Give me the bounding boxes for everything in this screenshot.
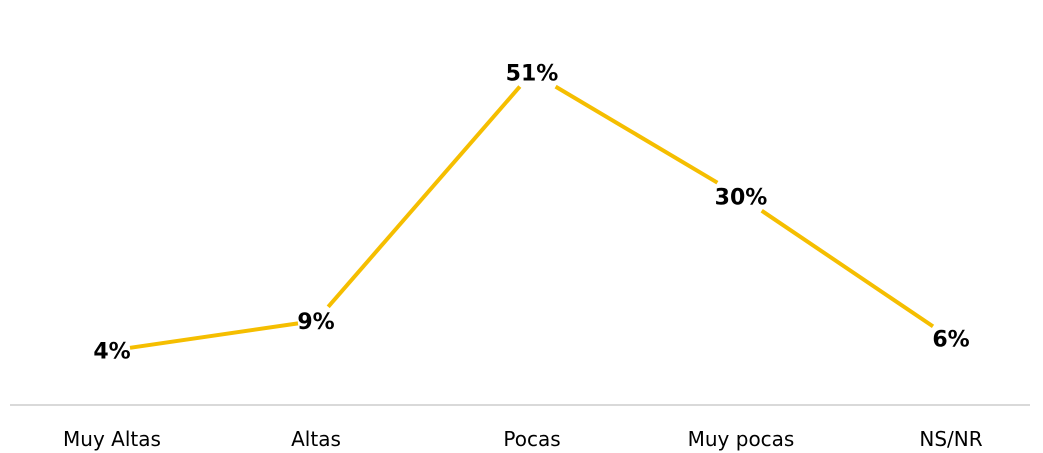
series-layer bbox=[129, 84, 935, 350]
x-tick-label: NS/NR bbox=[919, 427, 982, 451]
x-tick-label: Muy pocas bbox=[688, 427, 795, 451]
x-tick-label: Muy Altas bbox=[63, 427, 161, 451]
data-label-layer: 4% 9% 51% 30% 6% bbox=[93, 62, 969, 365]
series-line-segment bbox=[554, 84, 719, 185]
series-line-segment bbox=[760, 209, 935, 329]
x-tick-label: Altas bbox=[291, 427, 341, 451]
series-line-segment bbox=[326, 85, 522, 309]
data-label: 4% bbox=[93, 339, 130, 364]
x-tick-label: Pocas bbox=[503, 427, 560, 451]
data-label: 6% bbox=[932, 328, 969, 353]
data-label: 51% bbox=[506, 62, 559, 87]
series-line-segment bbox=[129, 321, 299, 350]
data-label: 30% bbox=[715, 186, 768, 211]
category-label-layer: Muy Altas Altas Pocas Muy pocas NS/NR bbox=[63, 427, 983, 451]
data-label: 9% bbox=[297, 310, 334, 335]
